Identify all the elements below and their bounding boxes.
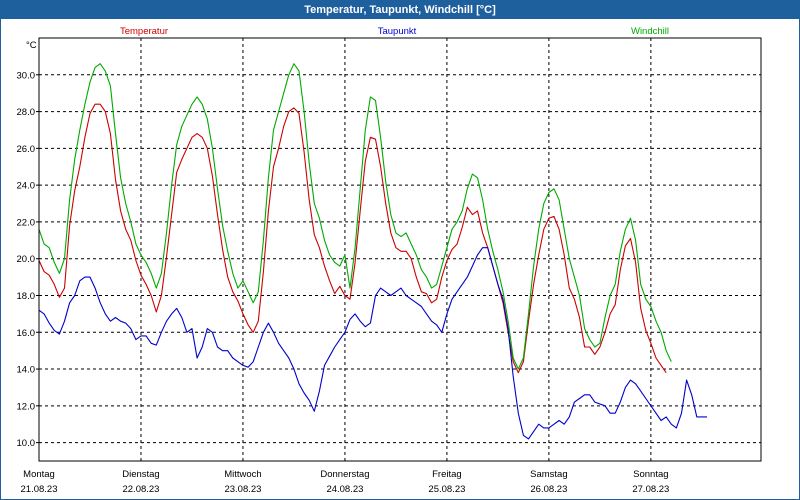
legend-entry-windchill: Windchill [631, 26, 669, 37]
x-tick-label-date: 23.08.23 [224, 484, 261, 495]
x-tick-label-day: Dienstag [122, 469, 160, 480]
series-line-windchill [38, 63, 672, 370]
x-tick-label-day: Samstag [530, 469, 568, 480]
x-tick-label-date: 21.08.23 [21, 484, 58, 495]
y-axis-unit: °C [26, 40, 37, 51]
legend-entry-temperatur: Temperatur [120, 26, 168, 37]
x-tick-labels: Montag 21.08.23 Dienstag 22.08.23 Mittwoch 23… [21, 469, 670, 495]
y-tick-label: 24.0 [17, 181, 36, 192]
y-tick-label: 28.0 [17, 107, 36, 118]
x-tick-label-day: Sonntag [633, 469, 668, 480]
x-tick-label-date: 25.08.23 [428, 484, 465, 495]
y-tick-labels: 10.0 12.0 14.0 16.0 18.0 20.0 22.0 24.0 26.0 28.0… [17, 70, 39, 449]
y-tick-label: 12.0 [17, 401, 36, 412]
legend-entry-taupunkt: Taupunkt [378, 26, 417, 37]
y-tick-label: 18.0 [17, 291, 36, 302]
series-line-temperatur [38, 103, 667, 374]
y-tick-label: 26.0 [17, 144, 36, 155]
x-tick-label-day: Freitag [432, 469, 462, 480]
x-tick-label-day: Montag [23, 469, 55, 480]
y-tick-label: 30.0 [17, 70, 36, 81]
series-lines [38, 63, 707, 440]
x-tick-label-day: Donnerstag [320, 469, 369, 480]
y-tick-label: 10.0 [17, 438, 36, 449]
plot-area [38, 37, 762, 462]
y-tick-label: 20.0 [17, 254, 36, 265]
series-line-taupunkt [38, 247, 707, 440]
y-tick-label: 22.0 [17, 217, 36, 228]
y-tick-label: 16.0 [17, 328, 36, 339]
x-tick-label-date: 24.08.23 [326, 484, 363, 495]
x-tick-label-day: Mittwoch [224, 469, 261, 480]
y-tick-label: 14.0 [17, 365, 36, 376]
x-tick-label-date: 26.08.23 [530, 484, 567, 495]
legend: Temperatur Taupunkt Windchill [120, 26, 669, 37]
window-title: Temperatur, Taupunkt, Windchill [°C] [1, 1, 799, 19]
x-tick-label-date: 27.08.23 [632, 484, 669, 495]
x-tick-label-date: 22.08.23 [122, 484, 159, 495]
grid-lines [39, 38, 761, 461]
